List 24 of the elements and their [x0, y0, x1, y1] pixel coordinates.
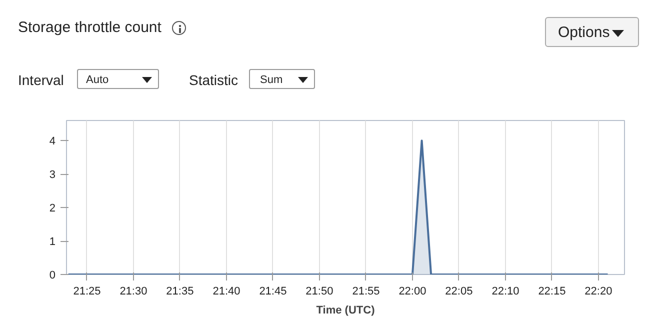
- y-tick-label: 0: [49, 270, 56, 282]
- x-tick-label: 22:15: [538, 286, 566, 298]
- text: Sum: [249, 69, 315, 89]
- text: Statistic: [189, 71, 238, 90]
- y-tick-label: 4: [49, 136, 56, 148]
- y-tick-label: 2: [49, 202, 56, 215]
- x-axis-title: Time (UTC): [316, 304, 376, 316]
- y-tick-label: 3: [49, 169, 56, 182]
- x-tick-label: 22:00: [398, 286, 426, 298]
- x-tick-label: 21:55: [352, 286, 380, 298]
- x-tick-label: 21:40: [212, 286, 240, 298]
- text: Interval: [18, 71, 64, 90]
- x-tick-label: 21:25: [73, 286, 101, 298]
- x-tick-label: 22:20: [584, 286, 612, 298]
- x-tick-label: 21:35: [166, 286, 194, 298]
- x-tick-label: 22:10: [492, 286, 520, 298]
- x-tick-label: 21:45: [259, 286, 287, 298]
- x-tick-label: 21:30: [120, 286, 148, 298]
- chart-title: Storage throttle count: [18, 18, 162, 38]
- y-tick-label: 1: [49, 236, 56, 248]
- x-tick-label: 21:50: [306, 286, 334, 298]
- x-tick-label: 22:05: [445, 286, 473, 298]
- text: Auto: [77, 69, 159, 89]
- text: Options: [545, 17, 639, 47]
